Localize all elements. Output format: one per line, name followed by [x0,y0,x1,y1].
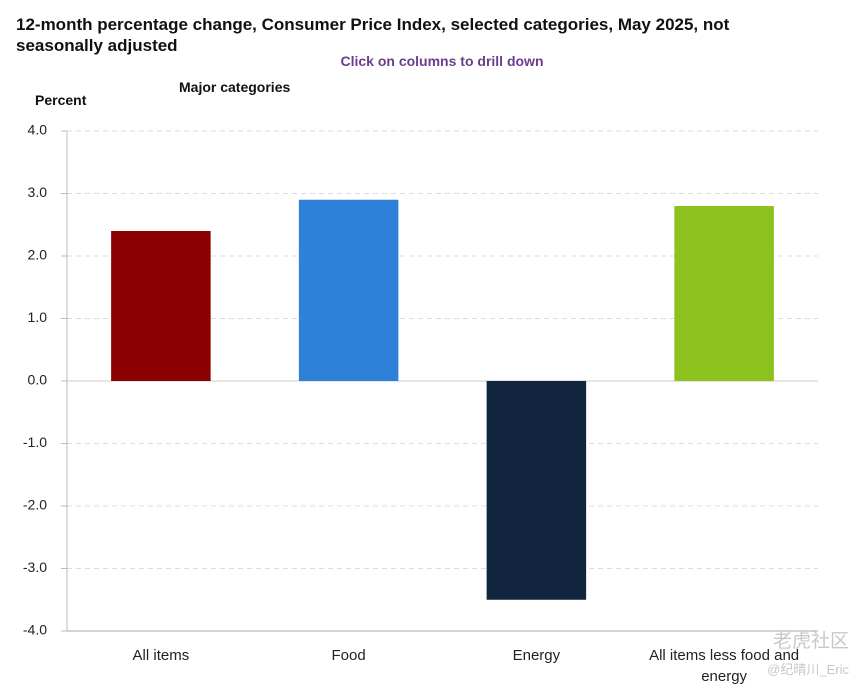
y-tick-label: 2.0 [28,247,48,263]
bar[interactable] [111,231,211,381]
y-tick-label: -1.0 [23,434,47,450]
y-tick-label: 1.0 [28,309,48,325]
y-tick-label: -3.0 [23,559,47,575]
y-tick-label: -2.0 [23,497,47,513]
y-tick-label: 4.0 [28,122,48,138]
x-tick-label: All items less food and energy [649,647,800,685]
chart-title: 12-month percentage change, Consumer Pri… [16,15,730,55]
y-tick-label: 3.0 [28,184,48,200]
bar[interactable] [298,199,399,381]
y-tick-label: 0.0 [28,372,48,388]
y-tick-label: -4.0 [23,622,47,638]
subtitle: Click on columns to drill down [340,53,544,69]
x-tick-label: All items [132,647,190,664]
watermark: 老虎社区 [772,631,849,652]
bar[interactable] [674,206,774,381]
bar[interactable] [486,381,587,600]
x-tick-label: Food [331,647,366,664]
watermark: @纪晴川_Eric [767,662,849,677]
legend-title: Major categories [179,79,291,95]
x-tick-label: Energy [512,647,561,664]
y-axis-label: Percent [35,92,87,108]
